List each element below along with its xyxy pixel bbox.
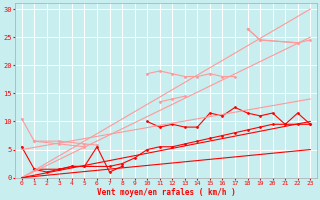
X-axis label: Vent moyen/en rafales ( km/h ): Vent moyen/en rafales ( km/h ) bbox=[97, 188, 236, 197]
